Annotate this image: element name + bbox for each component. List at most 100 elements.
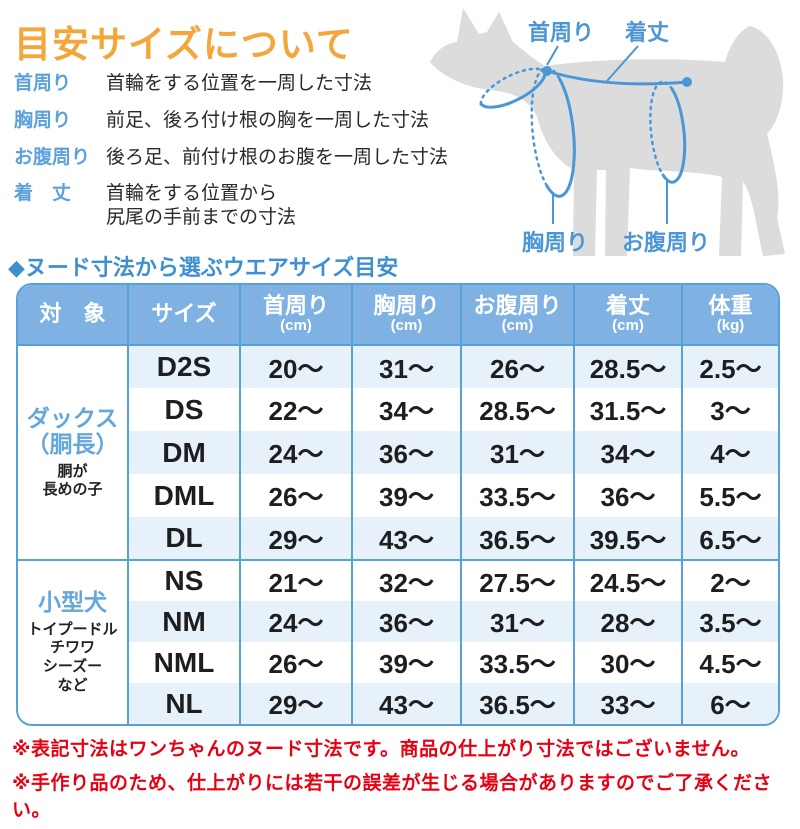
value-cell: 26～ [460, 345, 574, 388]
value-cell: 20～ [239, 345, 352, 388]
value-cell: 31.5～ [573, 388, 682, 431]
value-cell: 43～ [351, 517, 461, 560]
value-cell: 24～ [239, 601, 352, 642]
table-row: DL 29～ 43～ 36.5～ 39.5～ 6.5～ [18, 517, 778, 560]
size-cell: DM [127, 431, 240, 474]
value-cell: 2～ [681, 559, 778, 601]
value-cell: 24～ [239, 431, 352, 474]
value-cell: 6.5～ [681, 517, 778, 560]
value-cell: 31～ [351, 345, 461, 388]
value-cell: 6～ [681, 683, 778, 724]
size-cell: DS [127, 388, 240, 431]
legend-term: 首周り [14, 73, 72, 94]
value-cell: 43～ [351, 683, 461, 724]
size-cell: DML [127, 474, 240, 517]
table-row: NL 29～ 43～ 36.5～ 33～ 6～ [18, 683, 778, 724]
value-cell: 22～ [239, 388, 352, 431]
group-small-dog-cell: 小型犬 トイプードル チワワ シーズー など [18, 559, 128, 724]
table-row: DML 26～ 39～ 33.5～ 36～ 5.5～ [18, 474, 778, 517]
dog-neck-label: 首周り [528, 20, 594, 45]
value-cell: 21～ [239, 559, 352, 601]
measurement-legend: 首周り 首輪をする位置を一周した寸法 胸周り 前足、後ろ付け根の胸を一周した寸法… [14, 72, 454, 243]
group-name: 小型犬 [38, 589, 107, 616]
value-cell: 29～ [239, 517, 352, 560]
value-cell: 28～ [573, 601, 682, 642]
value-cell: 28.5～ [573, 345, 682, 388]
value-cell: 34～ [573, 431, 682, 474]
value-cell: 33～ [573, 683, 682, 724]
value-cell: 33.5～ [460, 642, 574, 683]
header-chest: 胸周り (cm) [351, 285, 461, 346]
belly-ellipse-dotted-arc [649, 80, 674, 177]
value-cell: 39.5～ [573, 517, 682, 560]
header-weight: 体重 (kg) [681, 285, 778, 346]
value-cell: 3～ [681, 388, 778, 431]
value-cell: 28.5～ [460, 388, 574, 431]
value-cell: 33.5～ [460, 474, 574, 517]
legend-desc: 首輪をする位置から 尻尾の手前までの寸法 [106, 183, 297, 228]
belly-ellipse-solid-arc [661, 87, 687, 184]
value-cell: 24.5～ [573, 559, 682, 601]
size-table: 対 象 サイズ 首周り (cm) 胸周り (cm) お腹周り (cm) 着丈 (cm) … [16, 283, 780, 726]
group-subtext: トイプードル チワワ シーズー など [27, 620, 118, 694]
header-length: 着丈 (cm) [573, 285, 682, 346]
legend-term: お腹周り [14, 146, 91, 168]
value-cell: 36～ [351, 601, 461, 642]
value-cell: 4.5～ [681, 642, 778, 683]
legend-item-chest: 胸周り 前足、後ろ付け根の胸を一周した寸法 [14, 109, 454, 133]
footnotes: ※表記寸法はワンちゃんのヌード寸法です。商品の仕上がり寸法ではございません。 ※… [12, 734, 792, 829]
value-cell: 39～ [351, 642, 461, 683]
legend-desc: 前足、後ろ付け根の胸を一周した寸法 [106, 109, 430, 131]
legend-desc: 後ろ足、前付け根のお腹を一周した寸法 [106, 146, 449, 168]
table-row: DM 24～ 36～ 31～ 34～ 4～ [18, 431, 778, 474]
value-cell: 36～ [351, 431, 461, 474]
neck-ellipse-dotted-arc [479, 67, 547, 106]
chest-ellipse-solid-arc [545, 76, 576, 198]
table-row: 小型犬 トイプードル チワワ シーズー など NS 21～ 32～ 27.5～ … [18, 559, 778, 724]
table-row: DS 22～ 34～ 28.5～ 31.5～ 3～ [18, 388, 778, 431]
length-leader-line [606, 45, 639, 82]
table-header-row: 対 象 サイズ 首周り (cm) 胸周り (cm) お腹周り (cm) 着丈 (cm) … [18, 285, 778, 346]
dog-belly-label: お腹周り [622, 230, 710, 255]
back-length-end-dot [682, 77, 692, 87]
size-cell: NS [127, 559, 240, 601]
group-name: ダックス （胴長） [26, 404, 119, 458]
group-subtext: 胴が 長めの子 [42, 462, 103, 499]
size-table-heading: ◆ヌード寸法から選ぶウエアサイズ目安 [8, 255, 399, 280]
size-cell: NL [127, 683, 240, 724]
table-row: NML 26～ 39～ 33.5～ 30～ 4.5～ [18, 642, 778, 683]
header-target: 対 象 [18, 285, 128, 346]
header-neck: 首周り (cm) [239, 285, 352, 346]
value-cell: 36～ [573, 474, 682, 517]
value-cell: 32～ [351, 559, 461, 601]
footnote-line: ※表記寸法はワンちゃんのヌード寸法です。商品の仕上がり寸法ではございません。 [12, 739, 751, 760]
table-row: NM 24～ 36～ 31～ 28～ 3.5～ [18, 601, 778, 642]
value-cell: 5.5～ [681, 474, 778, 517]
header-belly: お腹周り (cm) [460, 285, 574, 346]
value-cell: 31～ [460, 601, 574, 642]
dog-length-label: 着丈 [624, 20, 669, 45]
size-cell: NM [127, 601, 240, 642]
value-cell: 27.5～ [460, 559, 574, 601]
legend-item-length: 着 丈 首輪をする位置から 尻尾の手前までの寸法 [14, 182, 454, 230]
table-row: ダックス （胴長） 胴が 長めの子 D2S 20～ 31～ 26～ 28.5～ … [18, 345, 778, 560]
value-cell: 26～ [239, 474, 352, 517]
value-cell: 30～ [573, 642, 682, 683]
value-cell: 3.5～ [681, 601, 778, 642]
size-cell: D2S [127, 345, 240, 388]
value-cell: 36.5～ [460, 683, 574, 724]
legend-desc: 首輪をする位置を一周した寸法 [106, 73, 373, 94]
neck-leader-line [546, 45, 559, 66]
value-cell: 29～ [239, 683, 352, 724]
legend-item-neck: 首周り 首輪をする位置を一周した寸法 [14, 72, 454, 96]
neck-ellipse-solid-arc [479, 70, 547, 109]
value-cell: 26～ [239, 642, 352, 683]
legend-item-belly: お腹周り 後ろ足、前付け根のお腹を一周した寸法 [14, 146, 454, 170]
value-cell: 2.5～ [681, 345, 778, 388]
value-cell: 31～ [460, 431, 574, 474]
size-cell: NML [127, 642, 240, 683]
back-length-line [545, 69, 689, 86]
size-cell: DL [127, 517, 240, 560]
header-size: サイズ [127, 285, 240, 346]
value-cell: 39～ [351, 474, 461, 517]
